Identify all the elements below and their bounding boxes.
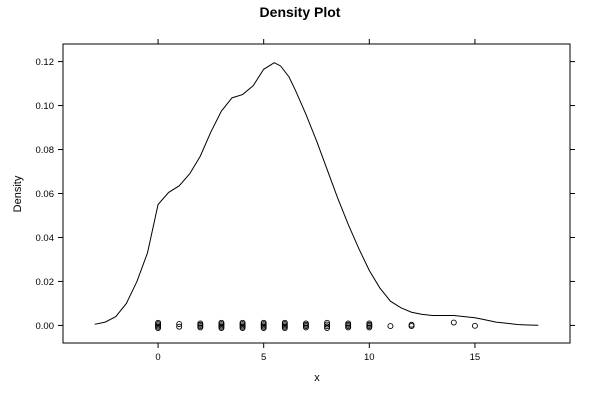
- data-point: [324, 325, 331, 331]
- y-tick-label: 0.06: [36, 189, 55, 200]
- x-tick-label: 10: [364, 352, 375, 363]
- data-point: [281, 325, 288, 331]
- axis-ticks: [58, 39, 575, 348]
- y-tick-label: 0.00: [36, 321, 55, 332]
- x-tick-label: 0: [155, 352, 160, 363]
- data-point: [155, 325, 162, 331]
- chart-title: Density Plot: [260, 4, 341, 20]
- plot-frame: [62, 43, 571, 344]
- y-tick-label: 0.12: [36, 57, 55, 68]
- y-tick-label: 0.02: [36, 277, 55, 288]
- data-point: [197, 324, 204, 331]
- density-curve: [94, 62, 539, 326]
- y-tick-label: 0.04: [36, 233, 55, 244]
- data-point: [239, 325, 246, 331]
- data-point: [366, 324, 373, 331]
- data-points: [155, 319, 478, 331]
- axis-tick-labels: 0 5 10 15 0.00 0.02 0.04 0.06 0.08 0.10 0.12: [36, 57, 481, 363]
- data-point: [324, 321, 331, 328]
- x-tick-label: 15: [470, 352, 481, 363]
- y-tick-label: 0.08: [36, 145, 55, 156]
- data-point: [176, 323, 183, 330]
- y-axis-label: Density: [12, 175, 24, 212]
- y-tick-label: 0.10: [36, 101, 55, 112]
- data-point: [471, 322, 478, 329]
- data-point: [387, 323, 394, 330]
- data-point: [176, 321, 183, 328]
- data-point: [324, 323, 331, 330]
- data-point: [450, 319, 457, 326]
- data-point: [302, 324, 309, 331]
- data-point: [218, 325, 225, 331]
- data-point: [345, 324, 352, 331]
- x-axis-label: x: [314, 372, 320, 384]
- x-tick-label: 5: [261, 352, 266, 363]
- data-point: [260, 325, 267, 331]
- data-point: [408, 323, 415, 330]
